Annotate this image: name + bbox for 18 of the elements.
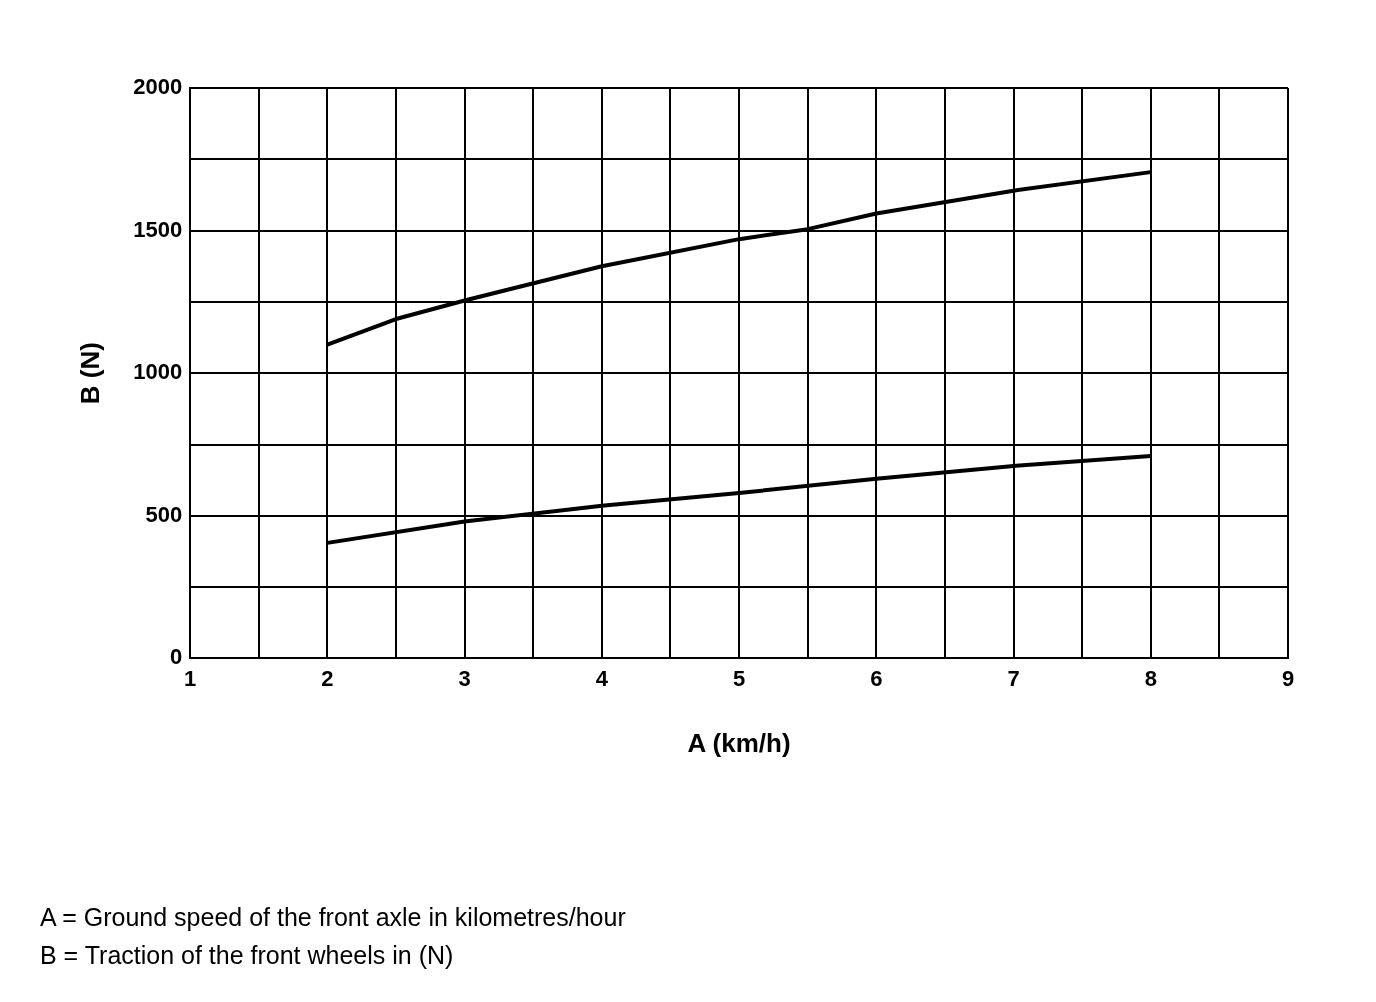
y-tick-label: 1500 bbox=[133, 216, 183, 242]
x-tick-label: 3 bbox=[458, 665, 471, 691]
y-tick-label: 2000 bbox=[133, 74, 183, 100]
x-tick-label: 2 bbox=[321, 665, 334, 691]
x-tick-label: 4 bbox=[595, 665, 609, 691]
text: A = Ground speed of the front axle in kilometres/hour bbox=[40, 902, 627, 933]
x-tick-label: 7 bbox=[1007, 665, 1020, 691]
y-tick-label: 500 bbox=[145, 501, 183, 527]
x-tick-label: 6 bbox=[870, 665, 883, 691]
text: B = Traction of the front wheels in (N) bbox=[40, 940, 455, 971]
y-axis-title: B (N) bbox=[74, 342, 105, 405]
y-tick-label: 1000 bbox=[133, 359, 183, 385]
x-tick-label: 9 bbox=[1281, 665, 1295, 691]
x-tick-label: 8 bbox=[1144, 665, 1157, 691]
x-tick-label: 5 bbox=[732, 665, 746, 691]
x-axis-title: A (km/h) bbox=[687, 727, 791, 758]
x-tick-label: 1 bbox=[184, 665, 197, 691]
y-tick-label: 0 bbox=[169, 644, 183, 670]
